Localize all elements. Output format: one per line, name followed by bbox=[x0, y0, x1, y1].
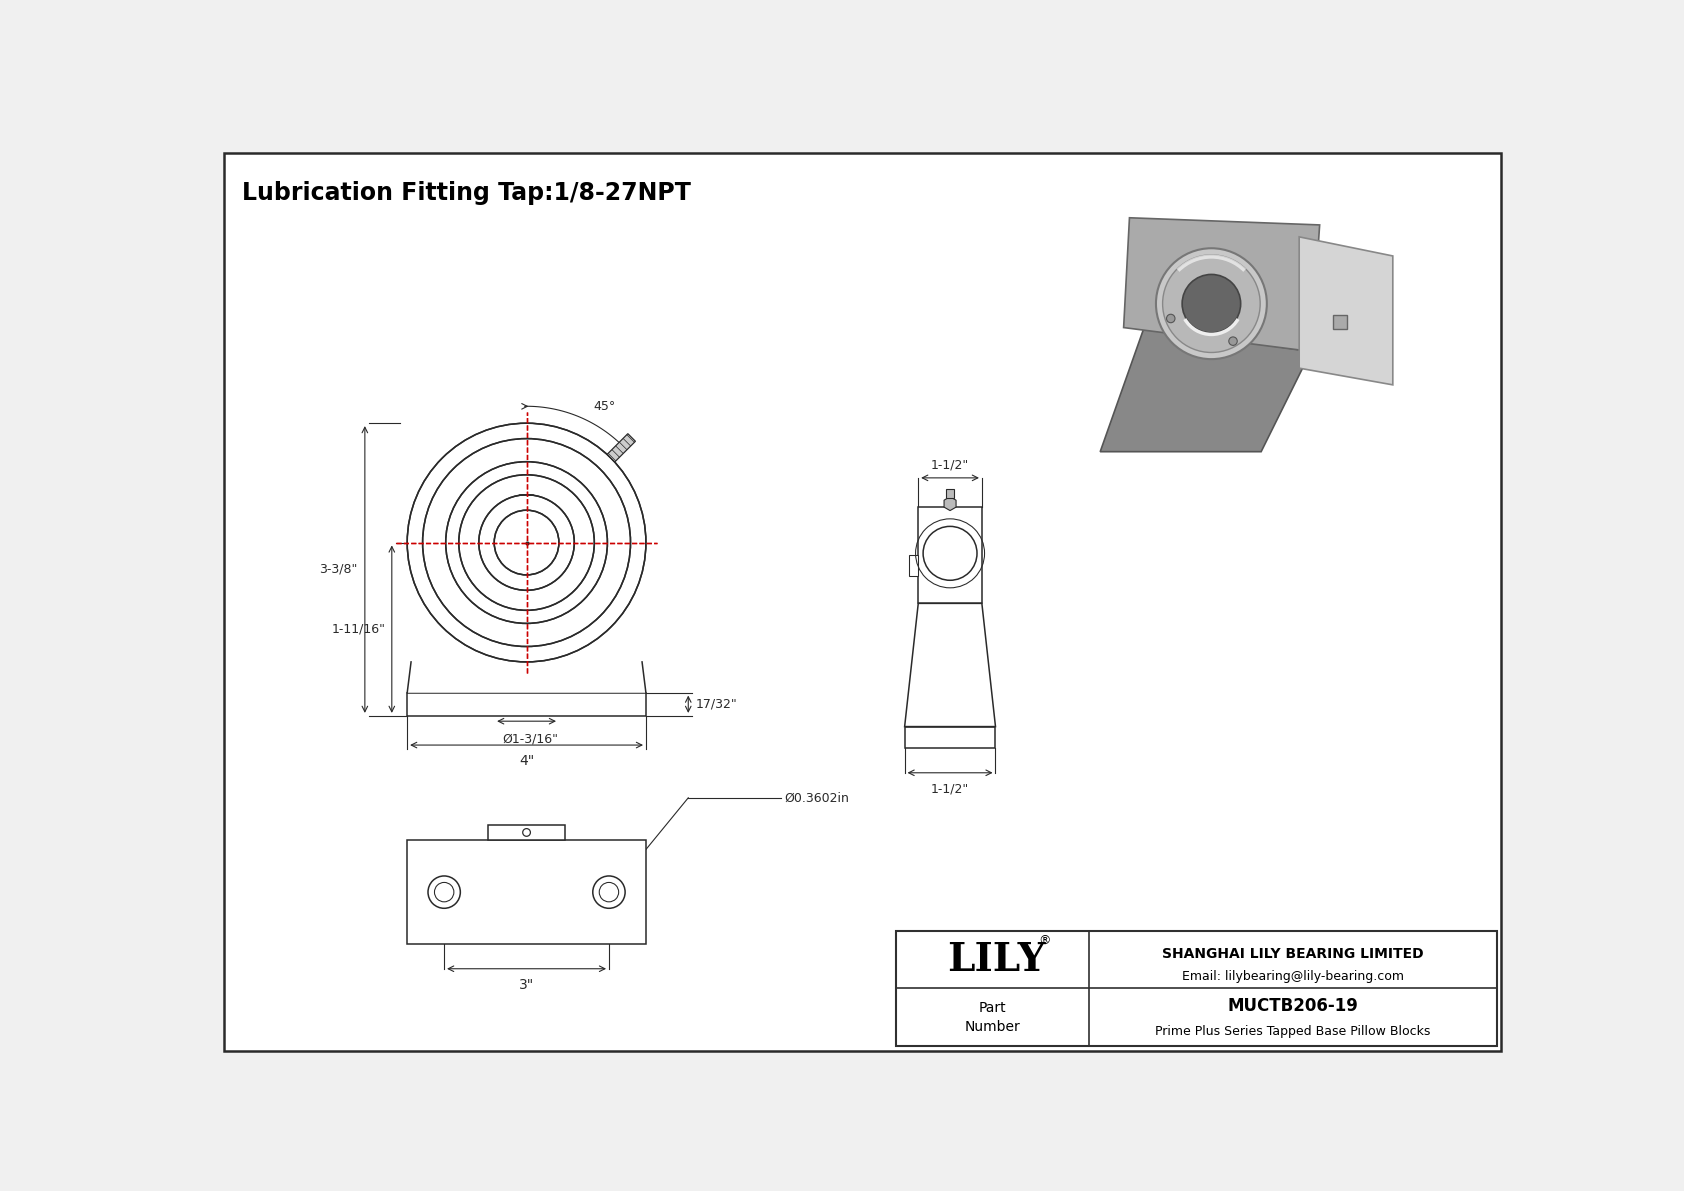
Bar bbox=[488, 824, 566, 840]
Text: Email: lilybearing@lily-bearing.com: Email: lilybearing@lily-bearing.com bbox=[1182, 971, 1404, 984]
Polygon shape bbox=[608, 434, 635, 462]
Polygon shape bbox=[945, 497, 957, 511]
Polygon shape bbox=[408, 662, 647, 693]
Bar bbox=[909, 555, 918, 576]
Text: 3": 3" bbox=[519, 978, 534, 992]
Text: Lubrication Fitting Tap:1/8-27NPT: Lubrication Fitting Tap:1/8-27NPT bbox=[242, 181, 690, 205]
Circle shape bbox=[1229, 337, 1238, 345]
Bar bbox=[904, 727, 995, 748]
Bar bbox=[896, 930, 1497, 1046]
Text: Ø0.3602in: Ø0.3602in bbox=[785, 791, 849, 804]
Text: SHANGHAI LILY BEARING LIMITED: SHANGHAI LILY BEARING LIMITED bbox=[1162, 947, 1423, 961]
Text: 4": 4" bbox=[519, 754, 534, 768]
Text: 3-3/8": 3-3/8" bbox=[318, 563, 357, 576]
Bar bbox=[918, 507, 982, 604]
Text: 1-1/2": 1-1/2" bbox=[931, 459, 970, 472]
FancyBboxPatch shape bbox=[1332, 316, 1347, 329]
Polygon shape bbox=[1298, 237, 1393, 385]
Circle shape bbox=[1167, 314, 1175, 323]
Text: 1-1/2": 1-1/2" bbox=[931, 782, 970, 796]
Circle shape bbox=[1155, 248, 1266, 360]
Polygon shape bbox=[904, 604, 995, 727]
Text: Ø1-3/16": Ø1-3/16" bbox=[502, 732, 559, 746]
Bar bbox=[946, 488, 953, 498]
Text: 1-11/16": 1-11/16" bbox=[332, 623, 386, 636]
Text: ®: ® bbox=[1039, 934, 1051, 947]
Polygon shape bbox=[1123, 218, 1320, 351]
Text: Prime Plus Series Tapped Base Pillow Blocks: Prime Plus Series Tapped Base Pillow Blo… bbox=[1155, 1024, 1430, 1037]
Bar bbox=[408, 840, 647, 944]
Circle shape bbox=[1182, 274, 1241, 333]
Bar bbox=[408, 693, 647, 716]
Polygon shape bbox=[1100, 328, 1310, 451]
Text: Part
Number: Part Number bbox=[965, 1000, 1021, 1034]
Text: MUCTB206-19: MUCTB206-19 bbox=[1228, 997, 1359, 1015]
Text: LILY: LILY bbox=[946, 941, 1046, 979]
Text: 45°: 45° bbox=[594, 400, 616, 413]
Circle shape bbox=[408, 423, 647, 662]
Circle shape bbox=[1162, 255, 1260, 353]
Text: 17/32": 17/32" bbox=[695, 698, 738, 711]
